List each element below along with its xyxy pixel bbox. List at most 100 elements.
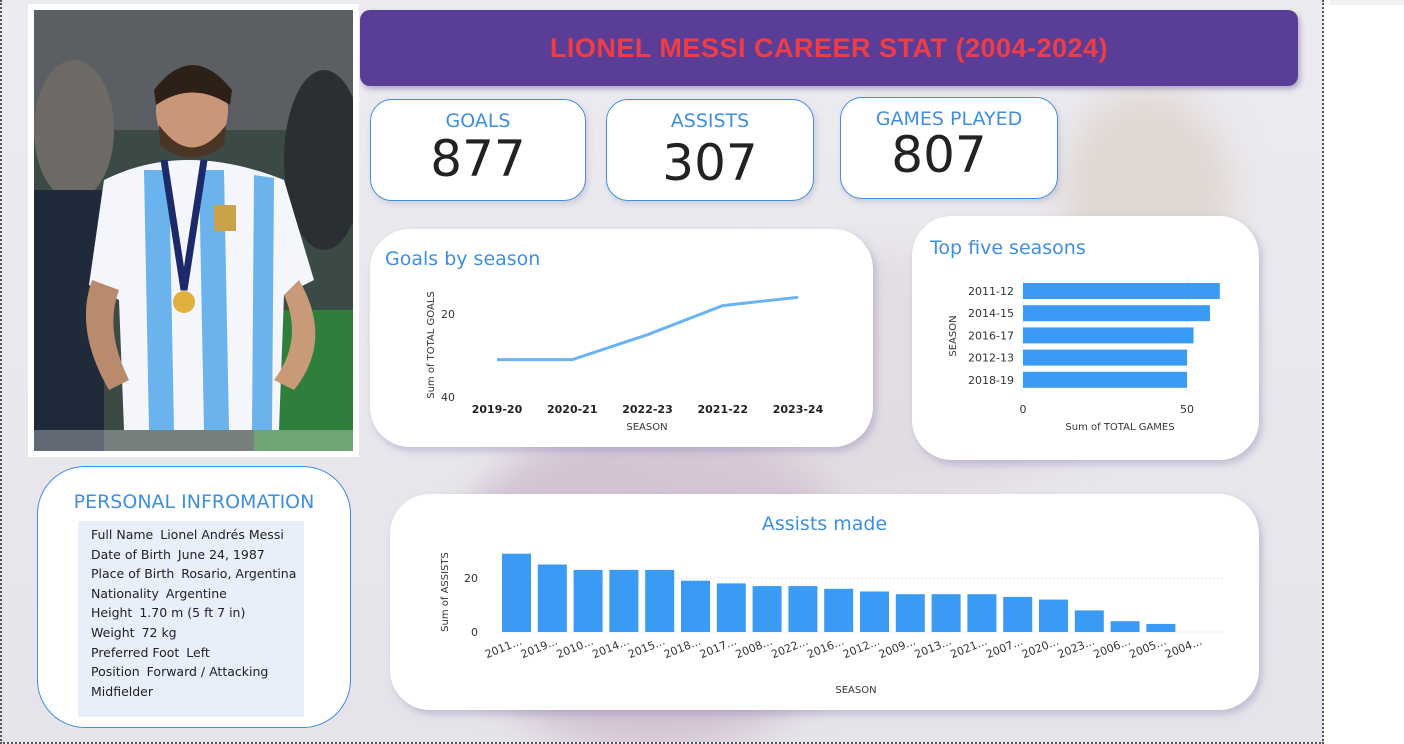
personal-info-value: 72 kg (141, 624, 177, 640)
assists-x-tick: 2015... (626, 635, 667, 661)
assists-x-tick: 2010... (555, 635, 596, 661)
assists-x-tick: 2013... (913, 635, 954, 661)
kpi-label-assists: ASSISTS (670, 110, 750, 132)
report-canvas: LIONEL MESSI CAREER STAT (2004-2024) (0, 0, 1324, 744)
personal-info-row: Full Name Lionel Andrés Messi (91, 525, 304, 545)
assists-bar[interactable] (609, 569, 639, 632)
personal-info-key: Full Name (91, 527, 154, 542)
personal-info-key: Date of Birth (91, 546, 171, 562)
personal-info-value: Lionel Andrés Messi (160, 527, 284, 542)
assists-bar[interactable] (1003, 596, 1033, 632)
personal-info-panel: Full Name Lionel Andrés Messi Date of Birt… (78, 521, 304, 717)
goals-y-axis-title: Sum of TOTAL GOALS (426, 291, 437, 399)
personal-info-row: Height 1.70 m (5 ft 7 in) (91, 603, 304, 623)
assists-y-axis-title: Sum of ASSISTS (440, 552, 451, 632)
assists-x-tick: 2023... (1056, 635, 1097, 661)
assists-x-tick: 2022... (769, 635, 810, 661)
assists-bar[interactable] (824, 588, 854, 632)
assists-bar[interactable] (1074, 610, 1104, 632)
top-seasons-bar[interactable] (1023, 327, 1194, 344)
goals-x-tick: 2023-24 (773, 403, 824, 416)
assists-x-tick: 2018... (662, 635, 703, 661)
horizontal-scrollbar[interactable] (1330, 0, 1404, 5)
top-seasons-y-tick: 2018-19 (968, 374, 1014, 387)
assists-y-tick: 20 (464, 572, 478, 585)
assists-bar[interactable] (788, 586, 818, 632)
assists-bar[interactable] (502, 553, 531, 632)
assists-x-tick: 2017... (698, 635, 739, 661)
top-seasons-bar[interactable] (1023, 283, 1220, 299)
top-seasons-bar[interactable] (1023, 349, 1187, 366)
kpi-label-goals: GOALS (445, 110, 511, 132)
goals-y-tick: 40 (441, 391, 455, 404)
assists-x-tick: 2012... (841, 635, 882, 661)
goals-x-axis-title: SEASON (626, 422, 667, 433)
goals-x-tick: 2020-21 (547, 403, 598, 416)
player-photo-illustration (34, 10, 353, 451)
assists-bar[interactable] (1110, 621, 1140, 632)
assists-x-tick: 2008... (734, 635, 775, 661)
kpi-card-assists: ASSISTS 307 (606, 99, 814, 201)
personal-info-key: Nationality (91, 585, 159, 601)
assists-bar[interactable] (1039, 599, 1068, 632)
assists-x-tick: 2011... (483, 635, 524, 661)
personal-info-row: Preferred Foot Left (91, 643, 304, 663)
kpi-label-games: GAMES PLAYED (875, 108, 1023, 130)
top-five-seasons-card: Top five seasons 2011-12 2014-15 2016-17 20… (912, 216, 1259, 460)
kpi-value-goals: 877 (430, 130, 526, 188)
assists-bar[interactable] (967, 594, 997, 632)
personal-info-value: June 24, 1987 (177, 546, 265, 562)
assists-x-tick: 2021... (948, 635, 989, 661)
assists-bar[interactable] (895, 594, 925, 632)
kpi-value-games: 807 (891, 126, 987, 184)
assists-x-tick: 2005... (1127, 635, 1168, 661)
goals-by-season-card: Goals by season 20 40 2019-20 2020-21 2022-2… (370, 229, 873, 447)
player-photo-frame (28, 4, 359, 457)
assists-x-tick: 2020... (1020, 635, 1061, 661)
personal-info-key: Position (91, 664, 140, 680)
personal-info-value: Left (186, 644, 210, 660)
top-five-seasons-chart: 2011-12 2014-15 2016-17 2012-13 2018-19 0 50 Su… (948, 278, 1220, 433)
top-seasons-x-tick: 50 (1180, 403, 1194, 416)
personal-info-value: Midfielder (91, 683, 153, 699)
assists-x-tick: 2014... (590, 635, 631, 661)
assists-bar[interactable] (645, 569, 675, 632)
personal-info-value: 1.70 m (5 ft 7 in) (139, 605, 246, 621)
assists-bar[interactable] (573, 569, 603, 632)
assists-x-tick: 2004... (1163, 635, 1204, 661)
goals-by-season-chart: 20 40 2019-20 2020-21 2022-23 2021-22 2023-24 S… (426, 291, 824, 433)
assists-bar[interactable] (931, 594, 961, 632)
assists-bar[interactable] (860, 591, 889, 633)
assists-bar[interactable] (681, 580, 710, 632)
kpi-card-games: GAMES PLAYED 807 (840, 97, 1058, 199)
assists-x-tick: 2006... (1092, 635, 1133, 661)
assists-bar[interactable] (752, 586, 782, 632)
assists-bar[interactable] (716, 583, 746, 632)
kpi-card-goals: GOALS 877 (370, 99, 586, 201)
top-five-seasons-title: Top five seasons (930, 237, 1086, 259)
personal-info-value: Rosario, Argentina (181, 566, 297, 582)
top-seasons-y-axis-title: SEASON (948, 315, 959, 356)
top-seasons-bar[interactable] (1023, 305, 1210, 322)
goals-series-line (497, 295, 799, 362)
assists-bar[interactable] (537, 564, 567, 633)
goals-x-tick: 2019-20 (472, 403, 523, 416)
personal-info-row: Place of Birth Rosario, Argentina (91, 564, 304, 584)
personal-info-key: Place of Birth (91, 566, 175, 582)
top-seasons-bar[interactable] (1023, 371, 1187, 388)
kpi-value-assists: 307 (662, 134, 758, 192)
assists-made-card: Assists made 0 20 2011... 2019... 2010... 201… (390, 494, 1259, 710)
assists-made-chart: 0202011...2019...2010...2014...2015...20… (440, 552, 1224, 696)
personal-info-title: PERSONAL INFROMATION (73, 491, 315, 513)
assists-y-tick: 0 (471, 626, 478, 639)
personal-info-key: Height (91, 605, 133, 621)
personal-info-key: Preferred Foot (91, 644, 180, 660)
personal-info-row: Date of Birth June 24, 1987 (91, 545, 304, 565)
assists-bar[interactable] (1146, 623, 1176, 632)
assists-x-tick: 2009... (877, 635, 918, 661)
top-seasons-y-tick: 2012-13 (968, 352, 1014, 365)
personal-info-row: Position Forward / Attacking (91, 662, 304, 682)
assists-made-title: Assists made (761, 513, 888, 535)
assists-x-tick: 2016... (805, 635, 846, 661)
title-banner: LIONEL MESSI CAREER STAT (2004-2024) (360, 10, 1298, 86)
